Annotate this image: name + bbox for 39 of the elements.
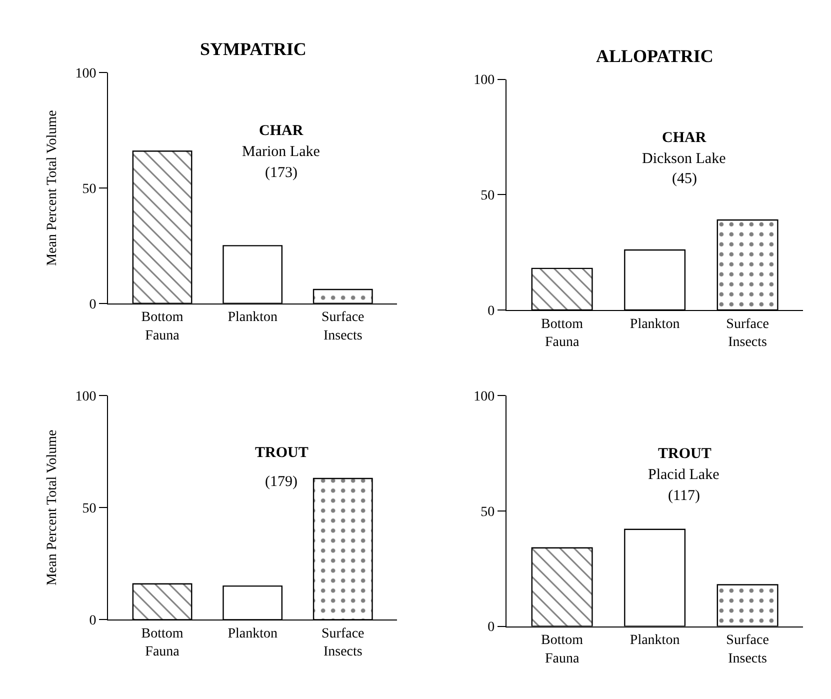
x-tick-label: Surface Insects [322, 626, 364, 660]
y-axis-title: Mean Percent Total Volume [44, 110, 60, 266]
x-tick-label: Plankton [228, 310, 278, 326]
y-tick-label: 50 [82, 182, 96, 197]
annotation: (179) [265, 474, 298, 490]
annotation: CHAR [662, 130, 706, 146]
annotation: (45) [672, 171, 697, 187]
y-tick-label: 100 [474, 390, 495, 405]
y-axis-title: Mean Percent Total Volume [44, 430, 60, 586]
x-tick-label: Surface Insects [726, 316, 769, 350]
x-tick-label: Plankton [630, 316, 680, 332]
y-tick-label: 100 [474, 73, 495, 88]
annotation: Dickson Lake [642, 151, 726, 167]
x-tick-label: Surface Insects [726, 633, 769, 666]
x-tick-label: Plankton [630, 633, 680, 648]
x-tick-label: Bottom Fauna [141, 310, 184, 344]
y-tick-label: 100 [75, 390, 96, 405]
annotation: TROUT [658, 446, 712, 462]
chart-title: ALLOPATRIC [596, 46, 714, 66]
y-tick-label: 50 [480, 504, 495, 520]
y-tick-label: 50 [82, 502, 96, 517]
annotation: Placid Lake [648, 467, 720, 483]
annotation: Marion Lake [242, 144, 320, 160]
x-tick-label: Bottom Fauna [141, 626, 184, 660]
x-tick-label: Surface Insects [322, 310, 364, 344]
annotation: (173) [265, 165, 298, 181]
y-tick-label: 100 [75, 66, 96, 82]
y-tick-label: 50 [480, 188, 495, 204]
y-tick-label: 0 [488, 304, 495, 319]
annotation: CHAR [259, 123, 304, 139]
y-tick-label: 0 [488, 620, 495, 636]
annotation: (117) [668, 488, 700, 504]
x-tick-label: Bottom Fauna [541, 316, 584, 350]
x-tick-label: Plankton [228, 626, 278, 642]
annotation: TROUT [255, 445, 308, 461]
chart-title: SYMPATRIC [200, 39, 306, 59]
x-tick-label: Bottom Fauna [541, 633, 584, 666]
y-tick-label: 0 [89, 297, 96, 312]
y-tick-label: 0 [89, 614, 96, 629]
